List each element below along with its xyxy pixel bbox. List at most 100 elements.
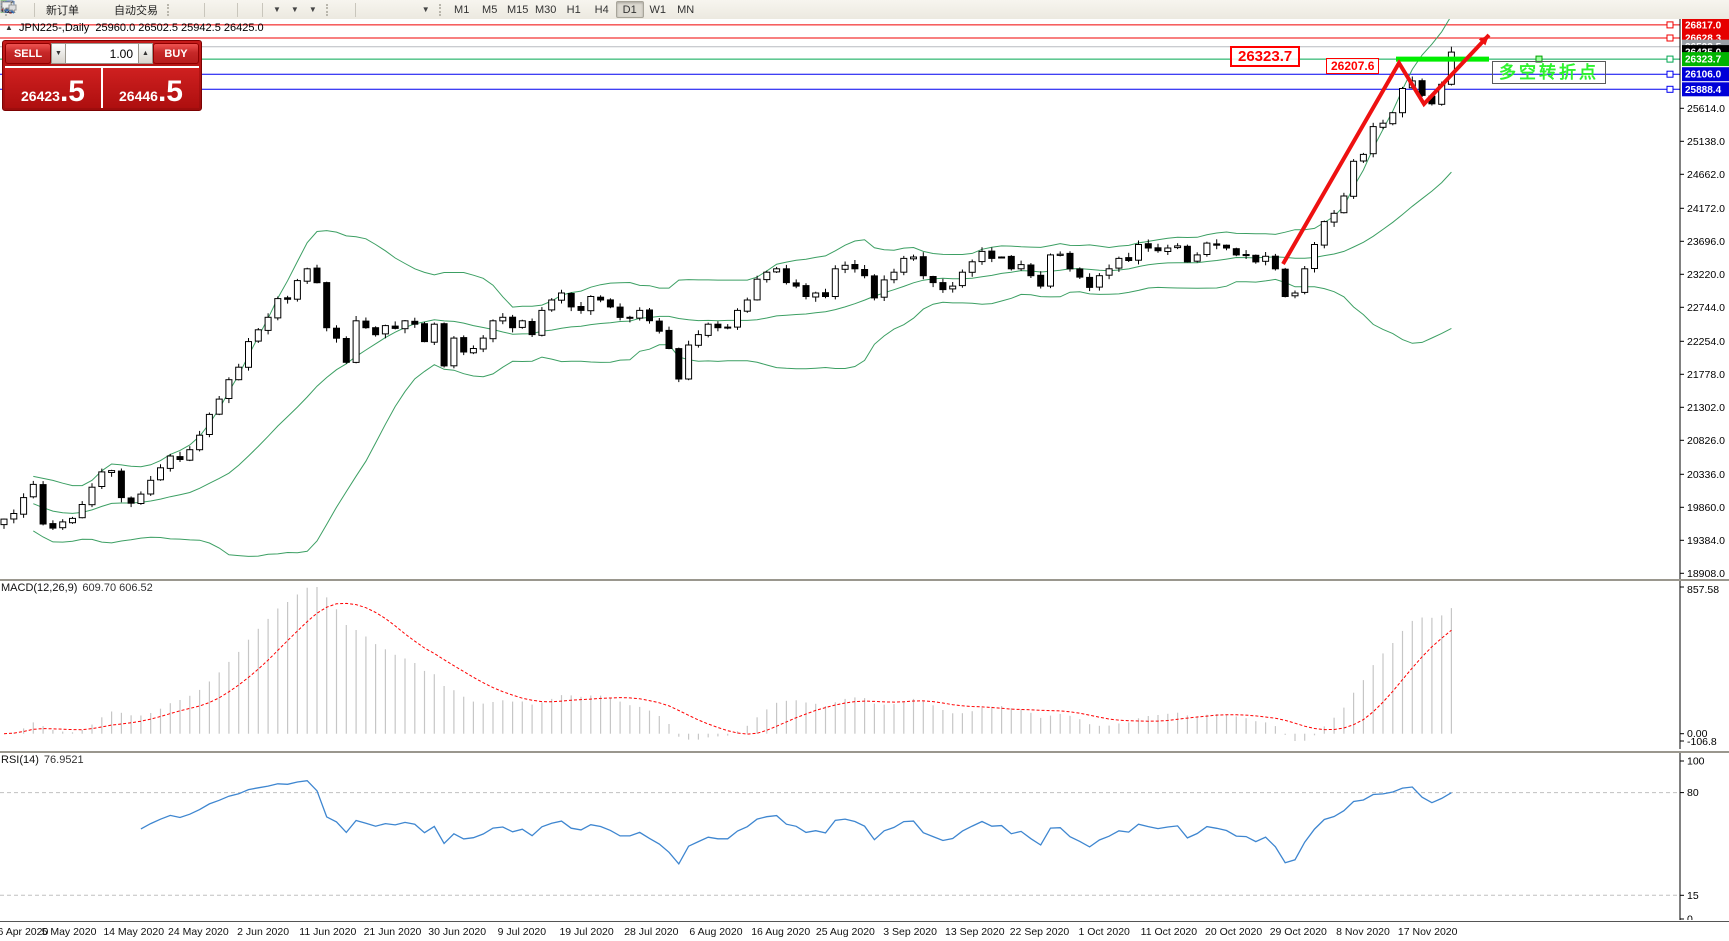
chart-preview-icon[interactable] <box>0 0 30 19</box>
date-label: 11 Oct 2020 <box>1140 926 1198 938</box>
svg-text:25614.0: 25614.0 <box>1687 103 1725 115</box>
svg-text:22254.0: 22254.0 <box>1687 336 1725 348</box>
trendline-tool[interactable] <box>1 0 384 19</box>
chart-styles-icon[interactable] <box>0 0 91 19</box>
date-label: 19 Jul 2020 <box>559 926 614 938</box>
svg-text:23220.0: 23220.0 <box>1687 269 1725 281</box>
pivot-point-label[interactable]: 多空转折点 <box>1492 61 1606 84</box>
bollinger-bands <box>33 19 1452 557</box>
text-tool[interactable]: A <box>3 0 408 19</box>
templates-menu-button[interactable]: ▼ <box>0 0 321 19</box>
svg-text:26817.0: 26817.0 <box>1685 20 1722 31</box>
tf-d1[interactable]: D1 <box>615 1 644 18</box>
candlesticks <box>0 46 1455 530</box>
zoom-out-icon[interactable] <box>1 0 225 19</box>
date-label: 6 Aug 2020 <box>689 926 743 938</box>
svg-text:0.00: 0.00 <box>1687 728 1708 740</box>
chart-shift-icon[interactable] <box>1 0 258 19</box>
crosshair-tool[interactable] <box>1 0 351 19</box>
price-annotation-26207[interactable]: 26207.6 <box>1326 58 1380 74</box>
rsi-label: RSI(14) 76.9521 <box>1 754 84 766</box>
chat-icon[interactable] <box>1 0 1725 19</box>
svg-text:26323.7: 26323.7 <box>1685 55 1722 66</box>
line-chart-icon[interactable] <box>0 0 200 19</box>
macd-histogram <box>13 587 1453 741</box>
new-order-button[interactable]: 新订单 <box>1 0 83 19</box>
cursor-tool[interactable] <box>3 0 343 19</box>
auto-scroll-icon[interactable] <box>1 0 250 19</box>
svg-text:25888.4: 25888.4 <box>1685 85 1722 96</box>
svg-text:0: 0 <box>1687 914 1693 921</box>
buy-price[interactable]: 26446.5 <box>102 68 199 108</box>
tf-h4[interactable]: H4 <box>594 3 609 16</box>
tile-windows-icon[interactable] <box>0 0 233 19</box>
buy-price-frac: .5 <box>157 75 183 108</box>
main-chart-svg[interactable]: 25614.0 25138.0 24662.0 24172.0 23696.0 23220… <box>0 19 1729 579</box>
tf-m1[interactable]: M1 <box>454 3 470 16</box>
search-icon[interactable] <box>1 0 1717 19</box>
svg-text:26628.3: 26628.3 <box>1685 34 1722 45</box>
vertical-line-tool[interactable] <box>4 0 368 19</box>
tf-h1[interactable]: H1 <box>566 3 581 16</box>
macd-signal-line <box>3 602 1452 735</box>
date-label: 26 Apr 2020 <box>0 926 49 938</box>
sell-price-frac: .5 <box>59 75 85 108</box>
chart-ohlc-values: 25960.0 26502.5 25942.5 26425.0 <box>95 22 264 34</box>
svg-text:22744.0: 22744.0 <box>1687 302 1725 314</box>
chart-marker-icon: ▲ <box>5 23 13 32</box>
terminal-icon[interactable] <box>1 0 99 19</box>
date-label: 24 May 2020 <box>168 926 229 938</box>
indicators-menu-button[interactable]: ▼ <box>0 0 285 19</box>
volume-increase-button[interactable]: ▲ <box>138 43 153 64</box>
sell-price[interactable]: 26423.5 <box>5 68 102 108</box>
one-click-trading-widget: SELL ▼ 1.00 ▲ BUY 26423.5 26446.5 <box>2 40 202 111</box>
svg-text:21302.0: 21302.0 <box>1687 402 1725 414</box>
tf-m30[interactable]: M30 <box>534 3 557 16</box>
price-axis-ticks: 25614.0 25138.0 24662.0 24172.0 23696.0 23220… <box>1680 103 1725 579</box>
volume-input[interactable]: 1.00 <box>66 43 138 64</box>
buy-button[interactable]: BUY <box>153 43 199 64</box>
sell-button[interactable]: SELL <box>5 43 51 64</box>
macd-panel: 857.58 0.00 -106.8 MACD(12,26,9) 609.70 606… <box>0 579 1729 751</box>
equidistant-channel-tool[interactable]: E <box>0 0 392 19</box>
macd-svg[interactable]: 857.58 0.00-106.8 <box>0 581 1729 749</box>
svg-text:21778.0: 21778.0 <box>1687 369 1725 381</box>
autotrading-button[interactable]: 自动交易 <box>0 0 162 19</box>
date-label: 28 Jul 2020 <box>624 926 679 938</box>
rsi-value: 76.9521 <box>43 754 84 766</box>
macd-label: MACD(12,26,9) 609.70 606.52 <box>1 582 153 594</box>
trend-arrow[interactable] <box>1281 33 1491 265</box>
periods-menu-button[interactable]: ▼ <box>1 0 303 19</box>
date-label: 8 Nov 2020 <box>1336 926 1390 938</box>
text-label-tool[interactable]: T <box>0 0 416 19</box>
date-label: 17 Nov 2020 <box>1397 926 1458 938</box>
zoom-in-icon[interactable] <box>1 0 217 19</box>
rsi-line <box>140 780 1452 866</box>
svg-text:25138.0: 25138.0 <box>1687 136 1725 148</box>
date-label: 14 May 2020 <box>103 926 165 938</box>
horizontal-line-tool[interactable] <box>1 0 376 19</box>
svg-text:24172.0: 24172.0 <box>1687 203 1725 215</box>
tf-m15[interactable]: M15 <box>506 3 529 16</box>
svg-text:857.58: 857.58 <box>1687 584 1719 596</box>
rsi-svg[interactable]: 100 80 15 0 <box>0 753 1729 920</box>
volume-decrease-button[interactable]: ▼ <box>51 43 66 64</box>
date-label: 29 Oct 2020 <box>1269 926 1327 938</box>
buy-price-int: 26446 <box>119 88 158 104</box>
tf-m5[interactable]: M5 <box>482 3 498 16</box>
svg-text:80: 80 <box>1687 787 1699 799</box>
chart-symbol-period: JPN225-,Daily <box>18 22 90 34</box>
candlestick-icon[interactable] <box>1 0 192 19</box>
tf-w1[interactable]: W1 <box>649 3 666 16</box>
price-level-labels: 26817.026628.326502.526425.026323.726106… <box>1666 19 1729 97</box>
tf-mn[interactable]: MN <box>677 3 695 16</box>
signal-icon[interactable] <box>1 0 107 19</box>
green-line-handle[interactable] <box>1535 55 1543 63</box>
date-label: 20 Oct 2020 <box>1204 926 1263 938</box>
fibonacci-tool[interactable]: F <box>1 0 400 19</box>
arrows-tool[interactable]: ▼ <box>1 0 434 19</box>
price-annotation-26323[interactable]: 26323.7 <box>1230 46 1301 67</box>
autotrading-label: 自动交易 <box>114 4 158 17</box>
bar-chart-icon[interactable] <box>1 0 184 19</box>
